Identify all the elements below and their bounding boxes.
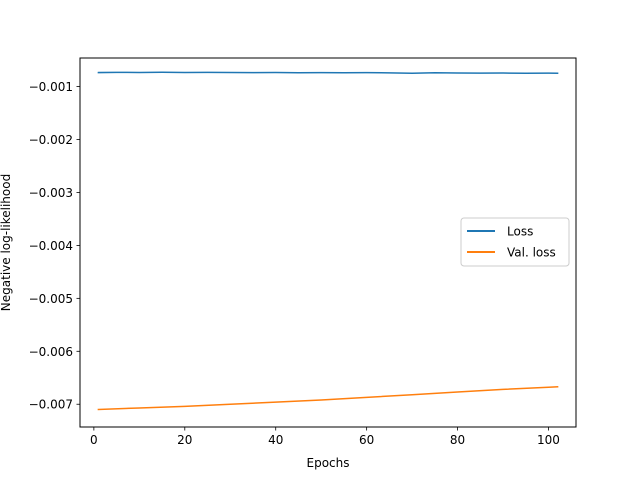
y-tick-label: −0.003 <box>29 186 73 200</box>
y-tick-label: −0.006 <box>29 345 73 359</box>
x-tick-label: 80 <box>450 433 465 447</box>
y-tick-label: −0.002 <box>29 133 73 147</box>
legend-label-loss: Loss <box>507 225 533 239</box>
series-line-loss <box>97 71 559 74</box>
y-axis-ticks: −0.007 −0.006 −0.005 −0.004 −0.003 −0.002 −0.0… <box>29 80 80 412</box>
x-tick-label: 0 <box>90 433 98 447</box>
plot-frame <box>79 57 577 428</box>
x-axis-label: Epochs <box>307 456 350 470</box>
x-tick-label: 60 <box>359 433 374 447</box>
x-axis-ticks: 0 20 40 60 80 100 <box>90 427 560 447</box>
y-tick-label: −0.007 <box>29 398 73 412</box>
axes-layer <box>79 57 577 428</box>
y-tick-label: −0.004 <box>29 239 73 253</box>
legend: Loss Val. loss <box>460 217 570 267</box>
x-tick-label: 40 <box>268 433 283 447</box>
series-line-val-loss <box>97 385 559 411</box>
legend-label-val-loss: Val. loss <box>507 246 556 260</box>
x-tick-label: 100 <box>537 433 560 447</box>
y-tick-label: −0.001 <box>29 80 73 94</box>
series-layer <box>97 71 559 411</box>
y-tick-label: −0.005 <box>29 292 73 306</box>
x-tick-label: 20 <box>177 433 192 447</box>
y-axis-label: Negative log-likelihood <box>0 174 13 311</box>
